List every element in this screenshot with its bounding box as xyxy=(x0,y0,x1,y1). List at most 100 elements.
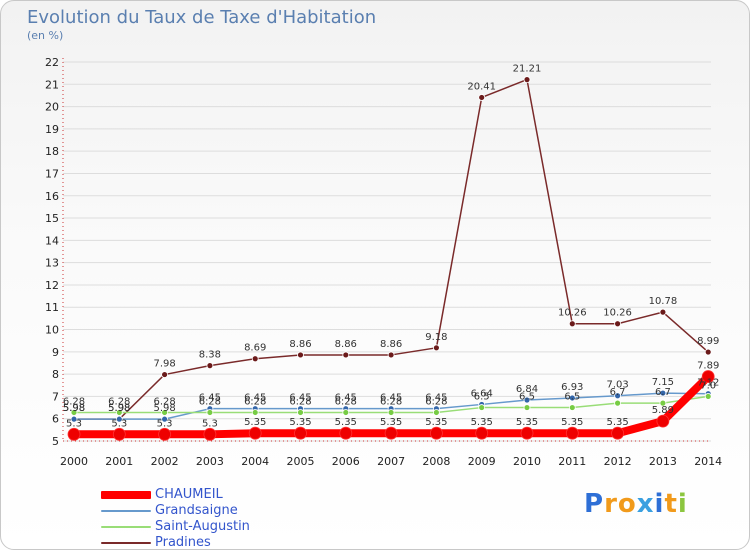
data-point xyxy=(568,320,576,328)
data-point xyxy=(294,426,307,440)
data-label: 6.7 xyxy=(610,387,626,398)
data-label: 8.69 xyxy=(244,343,266,354)
y-tick-label: 20 xyxy=(45,101,59,114)
data-point xyxy=(206,362,214,370)
data-label: 6.45 xyxy=(380,393,402,404)
data-point xyxy=(158,427,172,441)
y-tick-label: 16 xyxy=(45,190,59,203)
y-tick-label: 13 xyxy=(45,257,59,270)
data-label: 5.3 xyxy=(111,418,127,429)
data-label: 10.78 xyxy=(649,296,678,307)
data-point xyxy=(115,409,123,416)
legend-label-chaumeil: CHAUMEIL xyxy=(155,487,223,502)
data-point xyxy=(342,351,350,359)
y-tick-label: 19 xyxy=(45,123,59,136)
data-point xyxy=(115,415,123,423)
data-label: 5.35 xyxy=(516,417,538,428)
x-tick-label: 2010 xyxy=(513,455,541,468)
data-point xyxy=(248,426,262,440)
proxiti-logo: Proxiti xyxy=(584,489,688,519)
y-tick-label: 8 xyxy=(52,368,59,381)
data-label: 6.5 xyxy=(519,392,535,403)
logo-letter: t xyxy=(664,489,678,519)
data-point xyxy=(704,348,712,356)
data-label: 6.28 xyxy=(335,396,357,407)
data-label: 6.45 xyxy=(244,393,266,404)
data-label: 6.93 xyxy=(561,382,583,393)
y-tick-label: 22 xyxy=(45,56,59,69)
data-point xyxy=(659,308,667,316)
data-point xyxy=(568,404,576,411)
data-label: 6.45 xyxy=(335,393,357,404)
data-label: 7.89 xyxy=(697,361,719,372)
y-tick-label: 14 xyxy=(45,234,59,247)
data-label: 6.28 xyxy=(153,396,175,407)
data-point xyxy=(67,427,81,441)
data-label: 6.28 xyxy=(425,396,447,407)
legend-swatch-saint-augustin xyxy=(101,526,151,528)
data-label: 5.35 xyxy=(471,417,493,428)
y-tick-label: 7 xyxy=(52,390,59,403)
y-tick-label: 11 xyxy=(45,301,59,314)
y-tick-label: 5 xyxy=(52,435,59,448)
data-point xyxy=(478,404,486,411)
data-label: 5.35 xyxy=(289,417,311,428)
data-label: 5.98 xyxy=(153,403,175,414)
data-label: 5.3 xyxy=(202,418,218,429)
data-point xyxy=(203,427,217,441)
data-label: 6.45 xyxy=(199,393,221,404)
x-tick-label: 2014 xyxy=(694,455,722,468)
data-point xyxy=(475,426,489,440)
y-tick-label: 9 xyxy=(52,346,59,359)
logo-letter: P xyxy=(584,489,605,519)
data-label: 7.03 xyxy=(606,380,628,391)
data-label: 5.98 xyxy=(108,403,130,414)
data-label: 20.41 xyxy=(467,81,496,92)
y-tick-label: 21 xyxy=(45,78,59,91)
logo-letter: o xyxy=(617,489,637,519)
data-point xyxy=(656,414,670,428)
data-label: 7.0 xyxy=(700,380,716,391)
data-label: 6.84 xyxy=(516,384,538,395)
data-point xyxy=(659,399,667,407)
data-label: 5.35 xyxy=(335,417,357,428)
data-label: 5.98 xyxy=(63,403,85,414)
data-point xyxy=(161,371,169,378)
data-label: 6.28 xyxy=(108,396,130,407)
data-point xyxy=(520,426,534,440)
legend-swatch-grandsaigne xyxy=(101,510,151,512)
data-point xyxy=(387,351,395,359)
data-point xyxy=(429,426,443,440)
x-tick-label: 2001 xyxy=(105,455,133,468)
data-point xyxy=(70,409,78,416)
data-label: 6.28 xyxy=(63,396,85,407)
data-point xyxy=(659,389,667,397)
data-label: 10.26 xyxy=(603,308,632,319)
data-point xyxy=(523,396,531,404)
data-label: 7.12 xyxy=(697,378,719,389)
data-point xyxy=(161,415,169,423)
data-point xyxy=(432,344,440,352)
y-tick-label: 6 xyxy=(52,413,59,426)
y-tick-label: 12 xyxy=(45,279,59,292)
data-point xyxy=(614,392,621,400)
data-point xyxy=(206,409,214,416)
data-point xyxy=(112,427,126,441)
data-point xyxy=(251,409,259,416)
logo-letter: i xyxy=(677,489,688,519)
data-point xyxy=(297,409,304,416)
chart-unit-label: (en %) xyxy=(27,29,64,42)
data-label: 6.64 xyxy=(471,388,493,399)
data-point xyxy=(568,394,576,402)
legend-label-grandsaigne: Grandsaigne xyxy=(155,503,238,518)
data-label: 8.38 xyxy=(199,350,221,361)
data-point xyxy=(297,351,304,359)
x-tick-label: 2012 xyxy=(604,455,632,468)
data-label: 5.3 xyxy=(157,418,173,429)
legend-label-saint-augustin: Saint-Augustin xyxy=(155,519,250,534)
legend-swatch-pradines xyxy=(101,542,151,544)
data-point xyxy=(614,320,621,328)
data-label: 8.86 xyxy=(380,339,402,350)
data-point xyxy=(161,409,169,416)
